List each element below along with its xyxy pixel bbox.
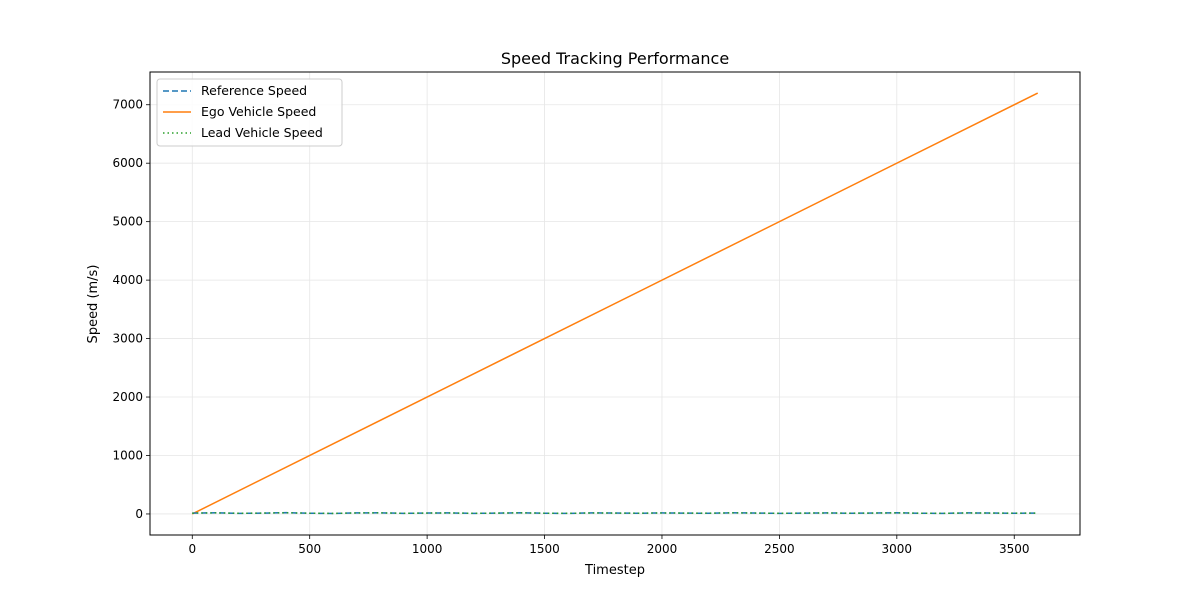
chart-title: Speed Tracking Performance <box>501 49 729 68</box>
y-tick-label: 3000 <box>112 332 143 346</box>
grid <box>150 72 1080 535</box>
y-tick-label: 2000 <box>112 390 143 404</box>
plot-lines <box>191 92 1039 515</box>
x-tick-label: 500 <box>298 542 321 556</box>
legend-label: Ego Vehicle Speed <box>201 104 316 119</box>
legend-label: Lead Vehicle Speed <box>201 125 323 140</box>
x-tick-label: 0 <box>188 542 196 556</box>
x-tick-label: 2500 <box>764 542 795 556</box>
legend-label: Reference Speed <box>201 83 307 98</box>
y-tick-label: 5000 <box>112 215 143 229</box>
legend-box <box>156 78 343 147</box>
y-tick-label: 6000 <box>112 156 143 170</box>
series-line-lead-vehicle-speed <box>192 512 1038 515</box>
legend: Reference Speed Ego Vehicle Speed Lead Veh… <box>156 78 343 147</box>
y-axis: 0 1000 2000 3000 4000 5000 6000 7000 <box>112 98 150 521</box>
y-tick-label: 0 <box>135 507 143 521</box>
x-tick-label: 1500 <box>529 542 560 556</box>
series-line-ego-vehicle-speed <box>191 92 1039 515</box>
plot-frame <box>149 71 1081 536</box>
x-tick-label: 2000 <box>647 542 678 556</box>
x-axis-label: Timestep <box>584 563 645 578</box>
y-tick-label: 7000 <box>112 98 143 112</box>
x-tick-label: 3500 <box>999 542 1030 556</box>
y-axis-label: Speed (m/s) <box>86 265 101 344</box>
x-tick-label: 3000 <box>882 542 913 556</box>
x-axis: 0 500 1000 1500 2000 2500 3000 3500 <box>188 535 1030 556</box>
x-tick-label: 1000 <box>412 542 443 556</box>
y-tick-label: 4000 <box>112 273 143 287</box>
y-tick-label: 1000 <box>112 448 143 462</box>
